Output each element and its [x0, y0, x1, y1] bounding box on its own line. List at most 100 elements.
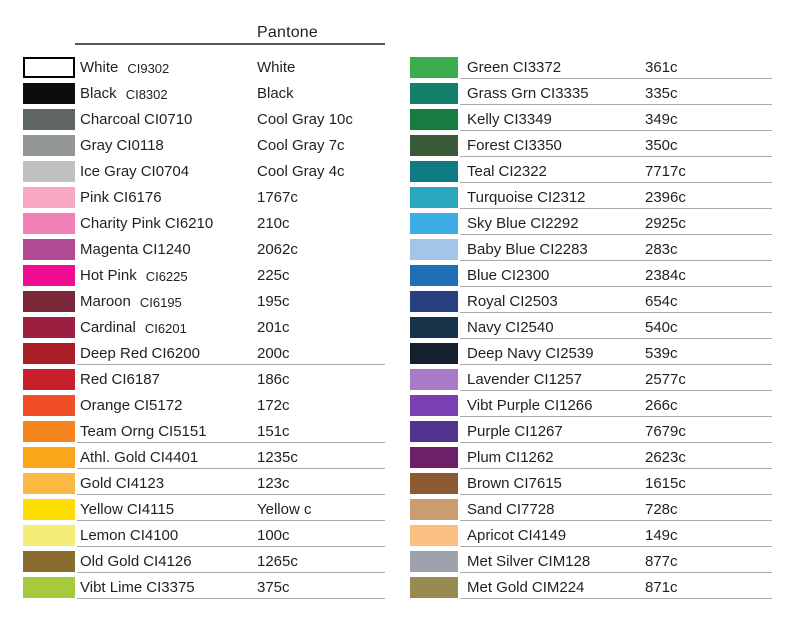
color-name: Navy: [467, 319, 502, 336]
color-row: Gray CI0118 Cool Gray 7c: [23, 133, 393, 159]
pantone-value: 2384c: [645, 267, 686, 284]
color-row: Black CI8302 Black: [23, 81, 393, 107]
color-name: Pink: [80, 189, 110, 206]
row-rule-line: [77, 598, 385, 599]
row-rule-line: [460, 442, 772, 443]
color-name: Charcoal: [80, 111, 141, 128]
color-row: Gold CI4123 123c: [23, 471, 393, 497]
color-code: CI2540: [505, 319, 554, 336]
color-label: Kelly CI3349: [467, 110, 552, 130]
color-swatch: [410, 369, 458, 390]
color-name: Vibt Purple: [467, 397, 541, 414]
row-rule-line: [460, 234, 772, 235]
pantone-value: 7679c: [645, 423, 686, 440]
color-swatch: [23, 109, 75, 130]
header-rule-line: [75, 43, 385, 45]
color-code: CI7728: [506, 501, 555, 518]
pantone-value: 871c: [645, 579, 678, 596]
color-label: Royal CI2503: [467, 292, 558, 312]
row-rule-line: [460, 598, 772, 599]
color-swatch: [410, 499, 458, 520]
pantone-value: Cool Gray 4c: [257, 163, 345, 180]
color-row: Deep Red CI6200 200c: [23, 341, 393, 367]
color-swatch: [23, 551, 75, 572]
color-row: White CI9302 White: [23, 55, 393, 81]
color-label: Charity Pink CI6210: [80, 214, 213, 234]
color-label: Red CI6187: [80, 370, 160, 390]
color-row: Lavender CI1257 2577c: [410, 367, 780, 393]
color-row: Blue CI2300 2384c: [410, 263, 780, 289]
color-row: Baby Blue CI2283 283c: [410, 237, 780, 263]
row-rule-line: [77, 572, 385, 573]
color-code: CI4100: [129, 527, 179, 544]
pantone-value: Cool Gray 7c: [257, 137, 345, 154]
row-rule-line: [77, 468, 385, 469]
color-code: CI6195: [139, 295, 182, 310]
color-code: CI3375: [146, 579, 195, 596]
row-rule-line: [460, 156, 772, 157]
color-code: CI2322: [498, 163, 547, 180]
pantone-value: 349c: [645, 111, 678, 128]
color-row: Met Silver CIM128 877c: [410, 549, 780, 575]
color-swatch: [23, 213, 75, 234]
color-code: CI2300: [501, 267, 550, 284]
color-code: CI1267: [514, 423, 563, 440]
color-row: Met Gold CIM224 871c: [410, 575, 780, 601]
color-row: Yellow CI4115 Yellow c: [23, 497, 393, 523]
color-label: Met Silver CIM128: [467, 552, 590, 572]
color-code: CI8302: [125, 87, 168, 102]
color-row: Sky Blue CI2292 2925c: [410, 211, 780, 237]
color-swatch: [410, 525, 458, 546]
color-swatch: [410, 395, 458, 416]
color-swatch: [410, 265, 458, 286]
pantone-value: 2577c: [645, 371, 686, 388]
color-name: Turquoise: [467, 189, 534, 206]
pantone-value: 123c: [257, 475, 290, 492]
pantone-value: 335c: [645, 85, 678, 102]
color-name: Gray: [80, 137, 113, 154]
color-name: Sand: [467, 501, 503, 518]
color-swatch: [410, 135, 458, 156]
pantone-value: 225c: [257, 267, 290, 284]
color-label: Purple CI1267: [467, 422, 563, 442]
color-name: Met Gold: [467, 579, 528, 596]
color-label: Apricot CI4149: [467, 526, 566, 546]
color-code: CI0710: [144, 111, 193, 128]
color-row: Navy CI2540 540c: [410, 315, 780, 341]
color-row: Green CI3372 361c: [410, 55, 780, 81]
color-name: Athl. Gold: [80, 449, 146, 466]
pantone-value: 201c: [257, 319, 290, 336]
color-label: Cardinal CI6201: [80, 318, 187, 338]
color-swatch: [410, 577, 458, 598]
color-name: Black: [80, 85, 117, 102]
color-code: CI4149: [517, 527, 567, 544]
color-name: Royal: [467, 293, 506, 310]
color-label: Charcoal CI0710: [80, 110, 192, 130]
color-code: CI6201: [144, 321, 187, 336]
pantone-value: 2623c: [645, 449, 686, 466]
color-swatch: [410, 447, 458, 468]
color-name: Cardinal: [80, 319, 136, 336]
color-name: Vibt Lime: [80, 579, 143, 596]
color-label: Vibt Purple CI1266: [467, 396, 592, 416]
color-name: Forest: [467, 137, 510, 154]
color-name: Maroon: [80, 293, 131, 310]
pantone-column-header: Pantone: [257, 24, 319, 41]
color-name: Charity Pink: [80, 215, 161, 232]
color-label: Old Gold CI4126: [80, 552, 192, 572]
row-rule-line: [460, 208, 772, 209]
row-rule-line: [460, 338, 772, 339]
color-label: Navy CI2540: [467, 318, 554, 338]
pantone-value: 375c: [257, 579, 290, 596]
color-label: Maroon CI6195: [80, 292, 182, 312]
row-rule-line: [460, 520, 772, 521]
color-row: Purple CI1267 7679c: [410, 419, 780, 445]
color-name: Purple: [467, 423, 511, 440]
color-name: Deep Red: [80, 345, 148, 362]
color-row: Deep Navy CI2539 539c: [410, 341, 780, 367]
color-code: CI1240: [142, 241, 191, 258]
color-row: Kelly CI3349 349c: [410, 107, 780, 133]
color-name: Kelly: [467, 111, 500, 128]
color-swatch: [410, 57, 458, 78]
pantone-value: 2925c: [645, 215, 686, 232]
